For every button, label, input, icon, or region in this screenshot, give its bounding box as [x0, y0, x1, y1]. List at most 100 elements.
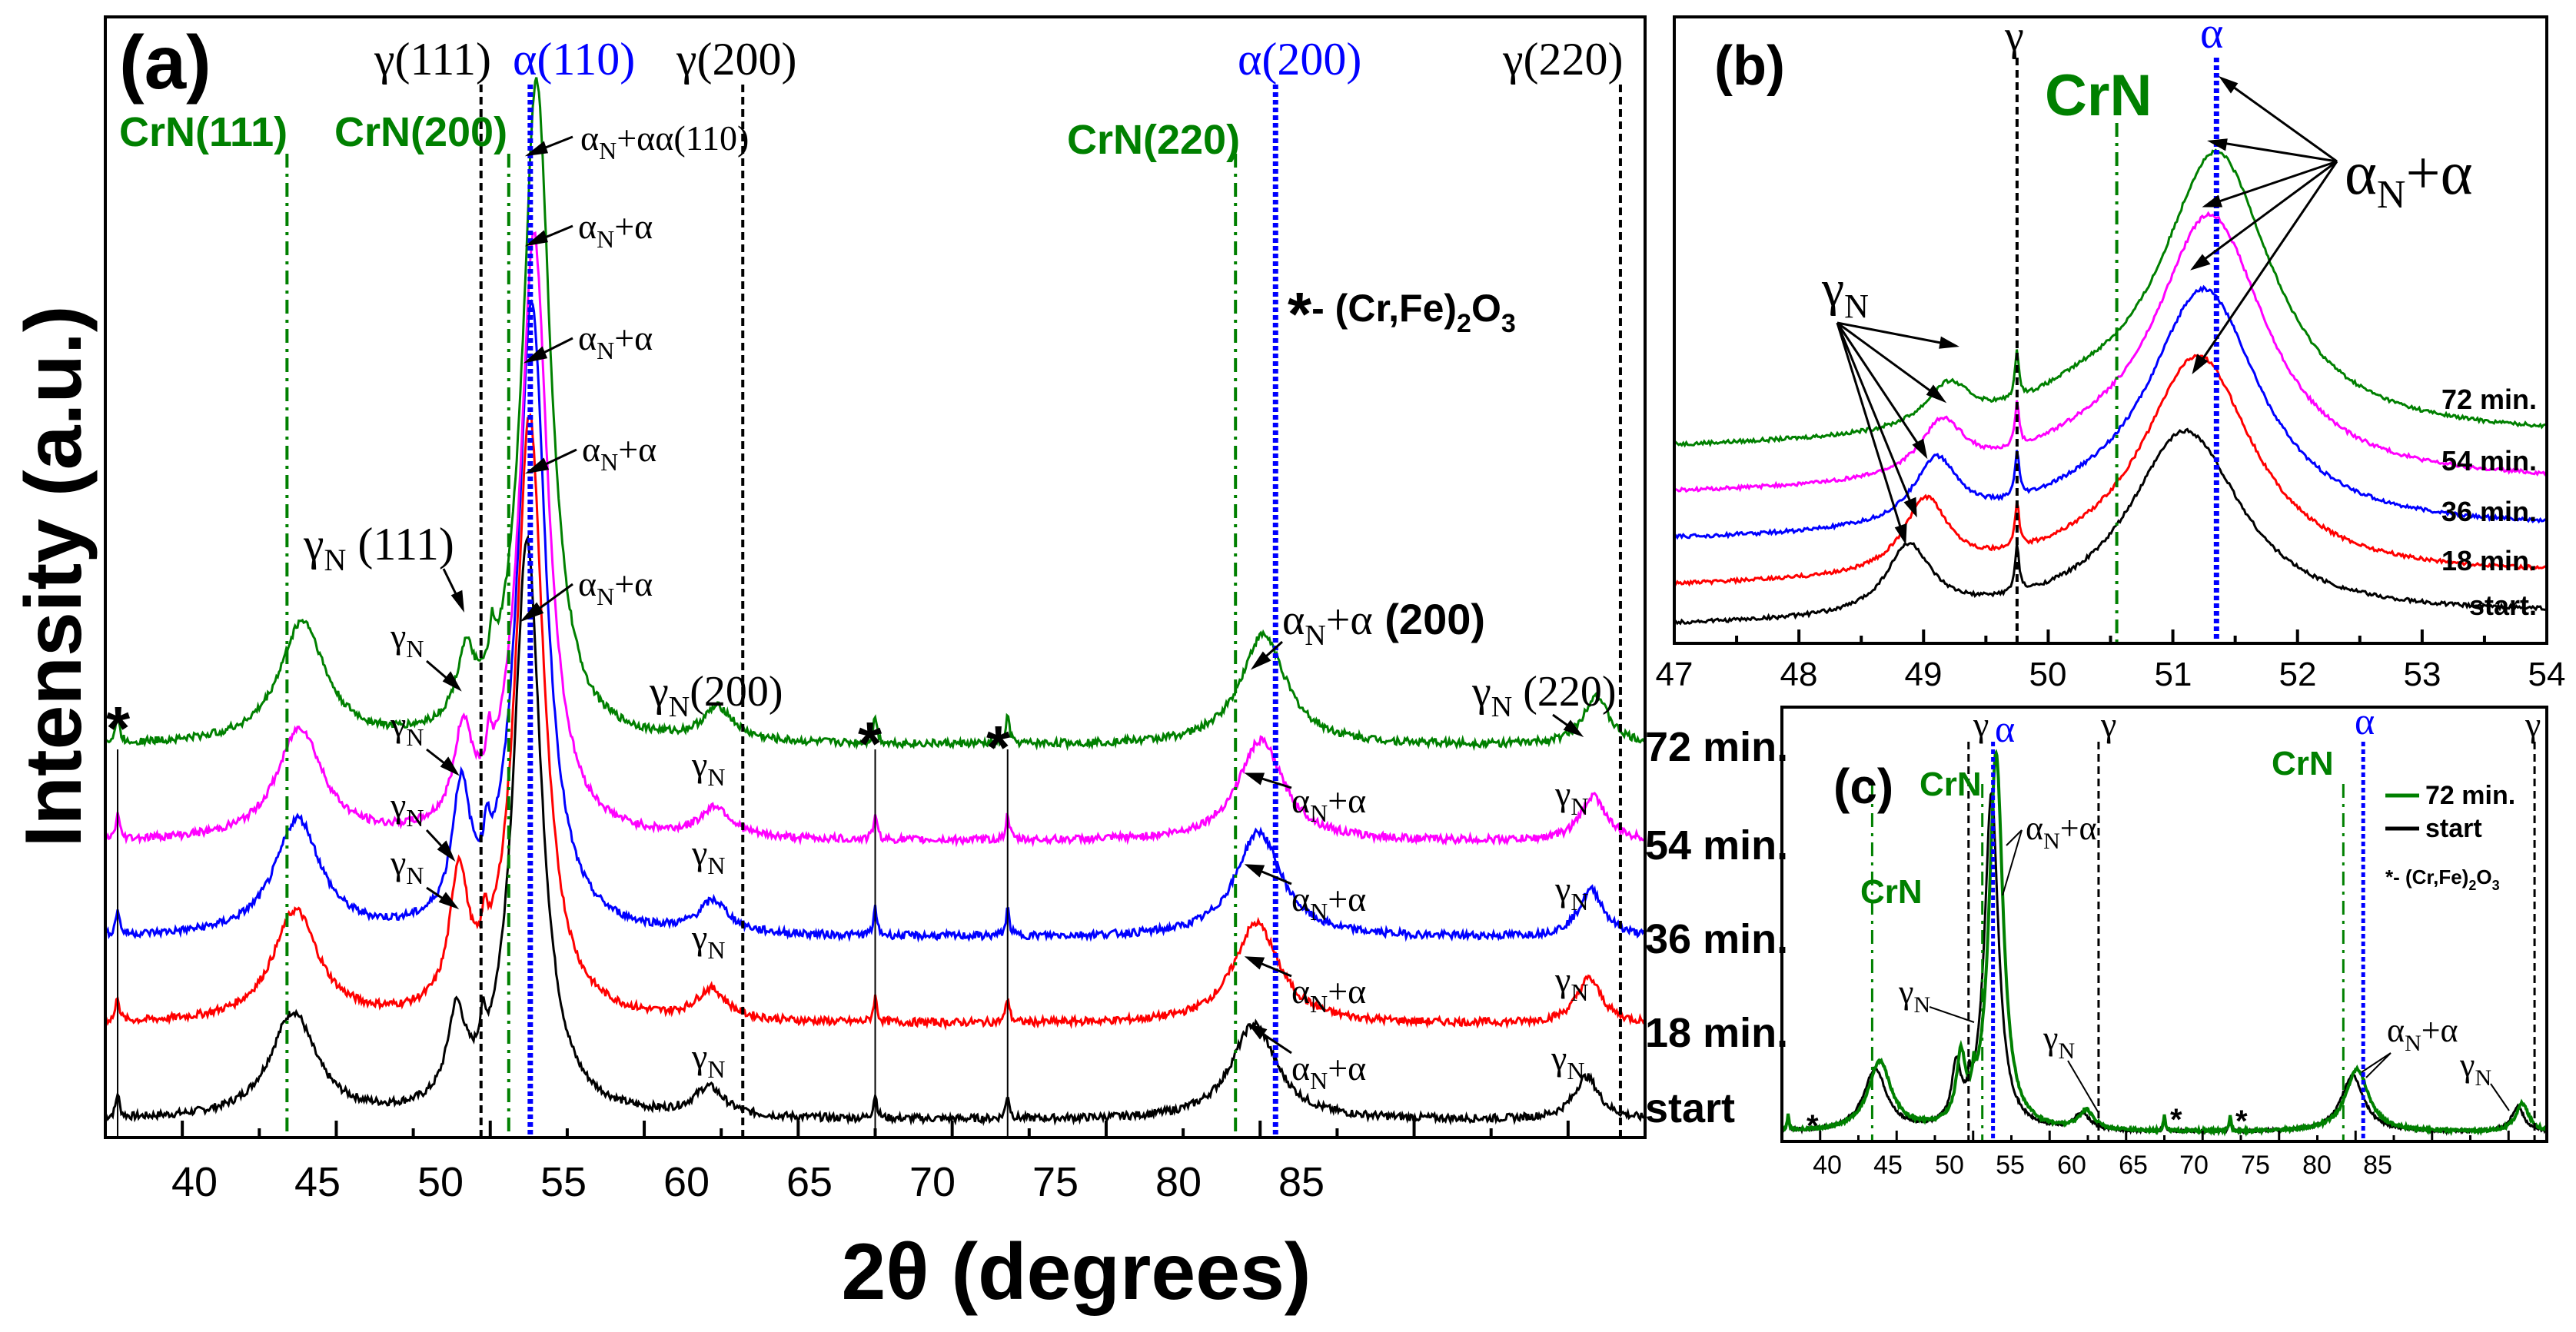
panel-c-alpha-label: α: [1995, 707, 2015, 750]
x-tick-label: 80: [1155, 1159, 1202, 1205]
panel-c: (c) CrN CrN CrN γ α γ α γ αN+α γN γN αN+…: [1780, 699, 2548, 1180]
star-marker: *: [1807, 1109, 1819, 1143]
series-line-54min: [1674, 211, 2548, 493]
x-tick-label: 51: [2155, 656, 2192, 693]
label-alpha-200: α(200): [1238, 34, 1361, 85]
label-gamma-111: γ(111): [374, 34, 491, 85]
annot-gn: γN: [1898, 973, 1930, 1018]
x-tick-label: 80: [2302, 1151, 2332, 1180]
annot-gn-200: γN(200): [649, 668, 783, 723]
panel-c-gamma-label: γ: [2100, 705, 2116, 744]
label-gamma-220: γ(220): [1502, 34, 1623, 85]
panel-c-gamma-label: γ: [2524, 705, 2541, 744]
x-tick-label: 53: [2404, 656, 2441, 693]
panel-c-refs: [1870, 742, 2536, 1141]
panel-c-series: [1780, 749, 2548, 1138]
annot-an-a-110: αN+αα(110): [580, 118, 749, 164]
panel-a-letter: (a): [119, 20, 211, 105]
annot-gn: γN: [691, 918, 725, 964]
series-label-start: start: [1645, 1085, 1735, 1131]
series-label-36: 36 min.: [2441, 496, 2537, 527]
panel-a-star-lines: [117, 749, 1009, 1138]
panel-b-series: [1673, 148, 2548, 626]
annot-gn: γN: [691, 1037, 725, 1083]
annot-gn: γN: [390, 616, 424, 663]
y-axis-title: Intensity (a.u.): [9, 306, 98, 848]
star-marker: *: [986, 713, 1011, 782]
annotations-alpha-200: αN+α (200) αN+α αN+α αN+α αN+α: [1282, 595, 1485, 1094]
series-label-start: start.: [2469, 590, 2537, 621]
panel-b-letter: (b): [1714, 35, 1785, 97]
x-axis-title: 2θ (degrees): [841, 1227, 1311, 1317]
series-line-18min: [1673, 354, 2547, 587]
panel-c-crn-label: CrN: [1920, 766, 1982, 803]
panel-b: (b) γ CrN α γN αN+α 72 min. 54 min. 36 m…: [1656, 8, 2566, 693]
x-tick-label: 48: [1780, 656, 1818, 693]
panel-b-x-ticks: [1673, 629, 2548, 643]
x-tick-label: 50: [2029, 656, 2067, 693]
x-tick-label: 65: [2119, 1151, 2148, 1180]
x-tick-label: 75: [2241, 1151, 2270, 1180]
annot-an-a: αN+α: [578, 564, 653, 610]
star-marker: *: [858, 709, 882, 778]
x-tick-label: 50: [1935, 1151, 1964, 1180]
series-line-start: [1780, 790, 2548, 1136]
series-label-54: 54 min.: [2441, 445, 2537, 477]
annot-gn: γN: [1554, 774, 1588, 820]
annot-an-a: αN+α: [1291, 972, 1366, 1018]
x-tick-label: 85: [1278, 1159, 1325, 1205]
x-tick-label: 40: [1813, 1151, 1842, 1180]
x-tick-label: 85: [2363, 1151, 2392, 1180]
panel-b-alpha-label: α: [2200, 8, 2223, 58]
annotations-gamma-220: γN (220) γN γN γN γN: [1471, 668, 1617, 1085]
x-tick-label: 60: [663, 1159, 710, 1205]
star-marker: *: [2170, 1103, 2182, 1137]
annot-gn: γN: [390, 843, 424, 889]
series-line-72min: [104, 77, 1645, 752]
x-tick-label: 55: [1996, 1151, 2025, 1180]
x-tick-label: 55: [540, 1159, 587, 1205]
panel-a-series-labels: 72 min. 54 min. 36 min. 18 min. start: [1645, 724, 1788, 1131]
panel-c-letter: (c): [1833, 759, 1893, 814]
x-tick-label: 49: [1905, 656, 1943, 693]
x-tick-label: 70: [2179, 1151, 2209, 1180]
series-line-36min: [1674, 284, 2548, 540]
panel-b-crn-label: CrN: [2045, 63, 2152, 128]
annotations-main-peak: αN+αα(110) αN+α αN+α αN+α αN+α: [578, 118, 749, 610]
x-tick-label: 75: [1032, 1159, 1079, 1205]
annot-gn: γN: [390, 705, 424, 751]
annot-an-a: αN+α: [2026, 809, 2097, 854]
legend-oxide: *- (Cr,Fe)2O3: [2385, 865, 2500, 893]
legend-label-72: 72 min.: [2425, 781, 2515, 810]
annotations-gamma-left: γN (111) γN γN γN γN: [303, 519, 454, 889]
panel-c-gamma-label: γ: [1973, 705, 1989, 744]
series-label-72: 72 min.: [1645, 724, 1788, 770]
label-crn220: CrN(220): [1067, 117, 1240, 163]
annot-gn: γN: [1554, 869, 1588, 915]
annot-gn-111: γN (111): [303, 519, 454, 577]
x-tick-label: 47: [1656, 656, 1694, 693]
x-tick-label: 50: [417, 1159, 464, 1205]
annot-gn: γN: [2459, 1046, 2491, 1091]
annot-an-a-200: αN+α (200): [1282, 595, 1485, 652]
annot-an-a: αN+α: [582, 430, 656, 476]
series-label-54: 54 min.: [1645, 822, 1788, 869]
x-tick-label: 45: [1873, 1151, 1903, 1180]
series-line-72min: [1780, 749, 2548, 1138]
x-tick-label: 70: [909, 1159, 956, 1205]
annotations-gamma-200: γN(200) γN γN γN γN: [649, 668, 783, 1083]
arrows-gamma-left: [425, 568, 464, 910]
annot-gn: γN: [1554, 960, 1588, 1006]
series-label-36: 36 min.: [1645, 916, 1788, 962]
series-label-18: 18 min.: [2441, 545, 2537, 576]
annot-gn: γN: [1551, 1038, 1584, 1085]
annot-an-a: αN+α: [1291, 781, 1366, 827]
annot-an-a: αN+α: [578, 318, 653, 364]
annot-gn: γN: [2043, 1019, 2075, 1064]
panel-b-arrows: [1836, 75, 2338, 545]
series-line-72min: [1673, 148, 2547, 448]
panel-a: (a) CrN(111) CrN(200) CrN(220) γ(111) α(…: [104, 15, 1788, 1205]
label-gamma-200: γ(200): [676, 34, 796, 85]
panel-b-an-a-label: αN+α: [2345, 140, 2473, 217]
panel-c-x-tick-labels: 40 45 50 55 60 65 70 75 80 85: [1813, 1151, 2392, 1180]
